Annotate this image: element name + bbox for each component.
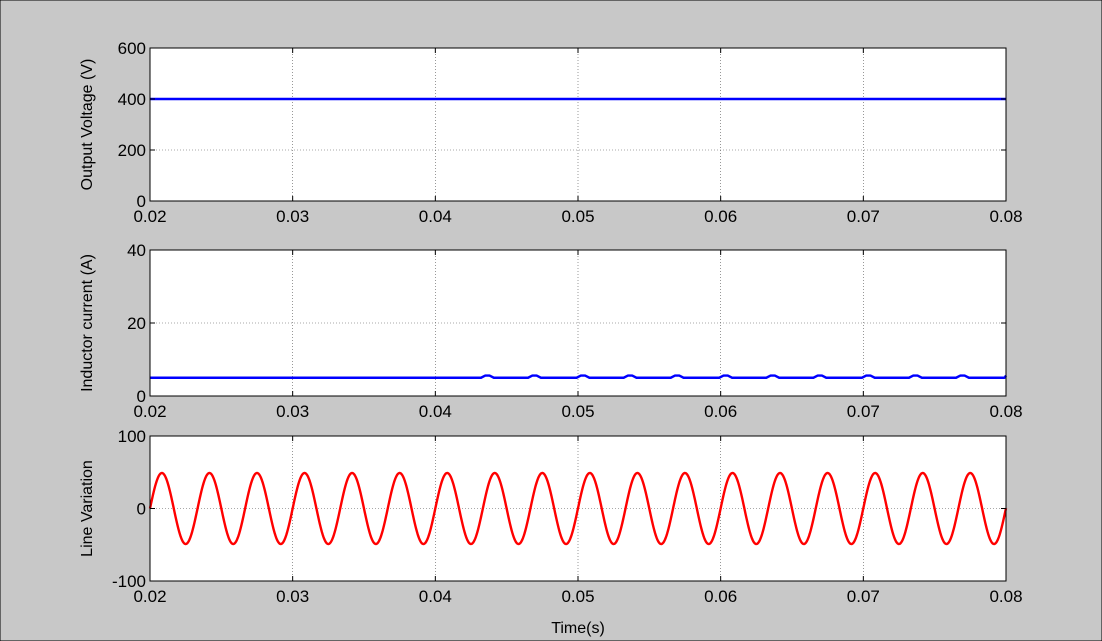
current-series xyxy=(150,374,1008,379)
voltage-plot-area xyxy=(150,48,1006,201)
current-y-tick-label-2: 40 xyxy=(127,241,146,260)
line-variation-x-tick-label-5: 0.07 xyxy=(847,587,880,606)
voltage-y-tick-label-3: 600 xyxy=(118,39,146,58)
line-variation-x-tick-label-0: 0.02 xyxy=(133,587,166,606)
current-plot: 0.02 0.03 0.04 0.05 0.06 0.07 0.08 0 20 40 Induc… xyxy=(79,241,1023,421)
current-series-line-0 xyxy=(150,374,1008,379)
current-x-tick-label-1: 0.03 xyxy=(276,402,309,421)
line-variation-x-tick-label-6: 0.08 xyxy=(989,587,1022,606)
current-x-tick-label-6: 0.08 xyxy=(989,402,1022,421)
current-x-tick-label-0: 0.02 xyxy=(133,402,166,421)
current-x-tick-label-2: 0.04 xyxy=(419,402,452,421)
voltage-y-ticks: 0 200 400 600 xyxy=(118,39,1006,211)
current-y-label: Inductor current (A) xyxy=(79,254,96,392)
current-y-tick-label-1: 20 xyxy=(127,314,146,333)
voltage-x-tick-label-5: 0.07 xyxy=(847,207,880,226)
line-variation-y-tick-label-0: -100 xyxy=(112,572,146,591)
current-x-tick-label-4: 0.06 xyxy=(704,402,737,421)
line-variation-x-tick-label-4: 0.06 xyxy=(704,587,737,606)
line-variation-y-label: Line Variation xyxy=(79,460,96,557)
line-variation-x-ticks: 0.02 0.03 0.04 0.05 0.06 0.07 0.08 xyxy=(133,436,1023,606)
current-x-tick-label-3: 0.05 xyxy=(561,402,594,421)
voltage-x-ticks: 0.02 0.03 0.04 0.05 0.06 0.07 0.08 xyxy=(133,48,1023,226)
voltage-x-tick-label-2: 0.04 xyxy=(419,207,452,226)
voltage-x-tick-label-3: 0.05 xyxy=(561,207,594,226)
line-variation-y-tick-label-2: 100 xyxy=(118,427,146,446)
voltage-x-tick-label-0: 0.02 xyxy=(133,207,166,226)
voltage-x-tick-label-6: 0.08 xyxy=(989,207,1022,226)
voltage-y-tick-label-0: 0 xyxy=(137,192,146,211)
voltage-x-tick-label-1: 0.03 xyxy=(276,207,309,226)
line-variation-y-ticks: -100 0 100 xyxy=(112,427,1006,591)
line-variation-series xyxy=(148,471,1008,546)
line-variation-series-line-0 xyxy=(148,471,1008,546)
voltage-y-tick-label-1: 200 xyxy=(118,141,146,160)
voltage-x-tick-label-4: 0.06 xyxy=(704,207,737,226)
line-variation-x-tick-label-1: 0.03 xyxy=(276,587,309,606)
voltage-y-label: Output Voltage (V) xyxy=(79,59,96,191)
voltage-y-tick-label-2: 400 xyxy=(118,90,146,109)
voltage-plot: 0.02 0.03 0.04 0.05 0.06 0.07 0.08 0200400600 … xyxy=(79,39,1023,226)
current-y-ticks: 0 20 40 xyxy=(127,241,1006,406)
line-variation-x-tick-label-3: 0.05 xyxy=(561,587,594,606)
line-variation-plot: 0.02 0.03 0.04 0.05 0.06 0.07 0.08 -100 0 100 Li… xyxy=(79,427,1023,637)
current-y-tick-label-0: 0 xyxy=(137,387,146,406)
line-variation-x-tick-label-2: 0.04 xyxy=(419,587,452,606)
current-x-tick-label-5: 0.07 xyxy=(847,402,880,421)
current-x-ticks: 0.02 0.03 0.04 0.05 0.06 0.07 0.08 xyxy=(133,250,1023,421)
line-variation-y-tick-label-1: 0 xyxy=(137,500,146,519)
time-x-label: Time(s) xyxy=(551,620,605,637)
current-grid xyxy=(150,250,1006,396)
